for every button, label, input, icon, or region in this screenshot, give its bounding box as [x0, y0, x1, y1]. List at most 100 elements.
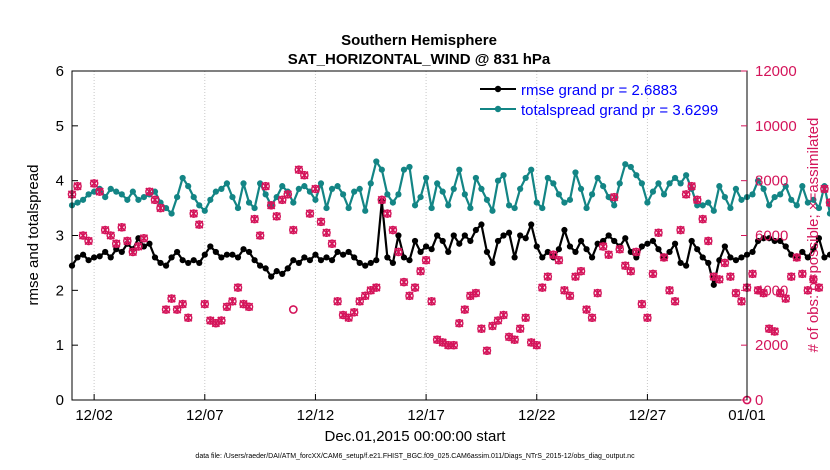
- y-tick-label: 4: [56, 173, 64, 190]
- rmse-point: [201, 251, 208, 258]
- rmse-point: [766, 235, 773, 242]
- rmse-point: [439, 237, 446, 245]
- obs-possible-marker: [786, 272, 796, 281]
- totalspread-point: [826, 210, 830, 217]
- rmse-point: [373, 257, 380, 264]
- rmse-point: [146, 240, 153, 247]
- obs-possible-marker: [128, 247, 138, 257]
- totalspread-point: [113, 188, 120, 195]
- totalspread-point: [456, 166, 463, 173]
- totalspread-point: [522, 174, 529, 182]
- obs-possible-marker: [820, 184, 829, 194]
- totalspread-point: [461, 191, 468, 198]
- totalspread-point: [611, 202, 618, 209]
- rmse-point: [345, 248, 352, 256]
- obs-possible-marker: [626, 266, 636, 276]
- totalspread-point: [660, 191, 668, 198]
- obs-possible-marker: [643, 313, 652, 323]
- rmse-point: [782, 243, 789, 250]
- totalspread-point: [422, 174, 430, 182]
- totalspread-point: [732, 185, 740, 192]
- totalspread-point: [428, 204, 435, 212]
- rmse-point: [760, 235, 767, 242]
- obs-possible-marker: [305, 209, 315, 218]
- rmse-point: [528, 221, 535, 228]
- totalspread-point: [544, 174, 551, 182]
- y2-axis-label: # of obs: o=possible; ×=assimilated: [805, 118, 822, 353]
- totalspread-point: [511, 204, 518, 212]
- rmse-point: [771, 237, 778, 245]
- rmse-point: [517, 232, 524, 239]
- obs-possible-marker: [344, 313, 353, 323]
- obs-possible-marker: [134, 242, 143, 251]
- rmse-point: [732, 257, 740, 264]
- totalspread-point: [799, 183, 806, 190]
- totalspread-point: [334, 183, 341, 190]
- x-tick-label: 12/02: [75, 407, 113, 424]
- obs-possible-marker: [598, 242, 608, 251]
- rmse-point: [168, 254, 175, 261]
- obs-possible-marker: [620, 261, 630, 270]
- obs-possible-marker: [692, 195, 702, 205]
- obs-possible-marker: [493, 316, 503, 325]
- rmse-point: [295, 259, 302, 267]
- obs-possible-marker: [676, 225, 685, 235]
- rmse-point: [655, 246, 662, 253]
- obs-possible-marker: [372, 283, 381, 292]
- obs-possible-marker: [703, 236, 713, 246]
- obs-possible-marker: [576, 266, 586, 276]
- y-tick-label: 2: [56, 282, 64, 299]
- totalspread-point: [185, 183, 192, 190]
- obs-possible-marker: [416, 266, 425, 276]
- obs-possible-marker: [95, 187, 104, 196]
- obs-possible-marker: [543, 272, 553, 281]
- obs-possible-marker: [715, 275, 724, 284]
- totalspread-point: [312, 196, 319, 203]
- obs-possible-marker: [759, 288, 768, 298]
- obs-possible-marker: [670, 296, 680, 306]
- rmse-point: [572, 248, 579, 256]
- obs-possible-marker: [117, 222, 127, 232]
- totalspread-point: [340, 191, 347, 198]
- totalspread-point: [550, 180, 557, 187]
- obs-possible-marker: [510, 335, 519, 344]
- rmse-point: [677, 259, 684, 267]
- totalspread-point: [600, 183, 607, 190]
- obs-possible-marker: [289, 225, 298, 235]
- totalspread-point: [804, 199, 811, 206]
- obs-possible-marker: [814, 283, 824, 292]
- rmse-point: [583, 246, 590, 253]
- legend-spread-marker: [494, 105, 502, 113]
- totalspread-point: [777, 191, 784, 198]
- totalspread-point: [373, 158, 380, 165]
- y-axis-label: rmse and totalspread: [25, 165, 42, 306]
- rmse-point: [456, 240, 463, 247]
- data-file-footnote: data file: /Users/raeder/DAI/ATM_forcXX/…: [195, 453, 635, 460]
- rmse-point: [511, 254, 518, 261]
- obs-possible-marker: [687, 181, 696, 191]
- totalspread-point: [234, 204, 242, 212]
- rmse-point: [85, 257, 92, 264]
- obs-possible-marker: [427, 296, 436, 306]
- obs-possible-marker: [73, 181, 82, 191]
- totalspread-point: [417, 194, 424, 201]
- obs-possible-marker: [189, 209, 199, 218]
- totalspread-point: [494, 177, 502, 184]
- rmse-point: [362, 262, 369, 269]
- rmse-point: [273, 268, 280, 275]
- obs-possible-marker: [355, 296, 365, 306]
- x-tick-label: 12/27: [629, 407, 667, 424]
- rmse-point: [804, 254, 811, 261]
- totalspread-point: [533, 199, 540, 206]
- obs-possible-marker: [399, 277, 409, 287]
- rmse-point: [290, 257, 297, 264]
- rmse-point: [826, 251, 830, 258]
- obs-series: [67, 165, 830, 405]
- totalspread-point: [749, 191, 756, 198]
- rmse-point: [638, 243, 645, 250]
- totalspread-point: [738, 196, 745, 203]
- obs-possible-marker: [737, 296, 746, 306]
- totalspread-point: [483, 196, 491, 203]
- totalspread-point: [622, 161, 629, 168]
- totalspread-point: [168, 210, 175, 217]
